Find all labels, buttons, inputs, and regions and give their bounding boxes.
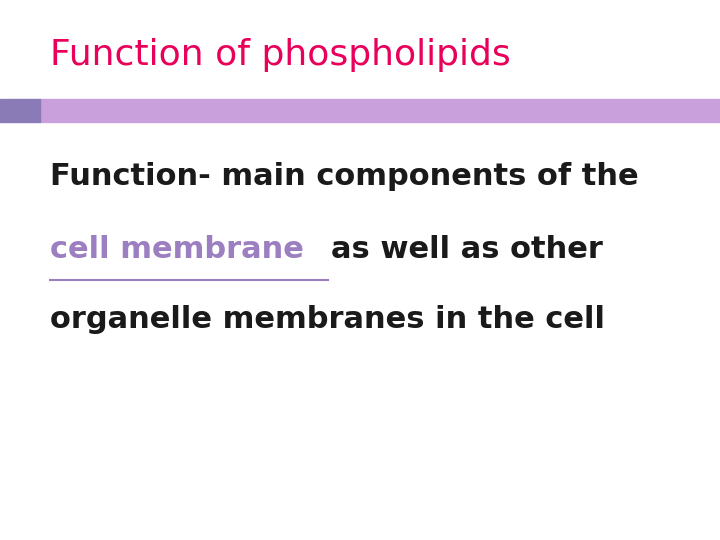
Text: Function- main components of the: Function- main components of the (50, 162, 639, 191)
Bar (0, 99, 40, 122)
Text: cell membrane: cell membrane (50, 235, 325, 264)
Text: organelle membranes in the cell: organelle membranes in the cell (50, 305, 606, 334)
Text: Function of phospholipids: Function of phospholipids (50, 38, 511, 72)
Text: as well as other: as well as other (331, 235, 603, 264)
Bar (40, 99, 720, 122)
